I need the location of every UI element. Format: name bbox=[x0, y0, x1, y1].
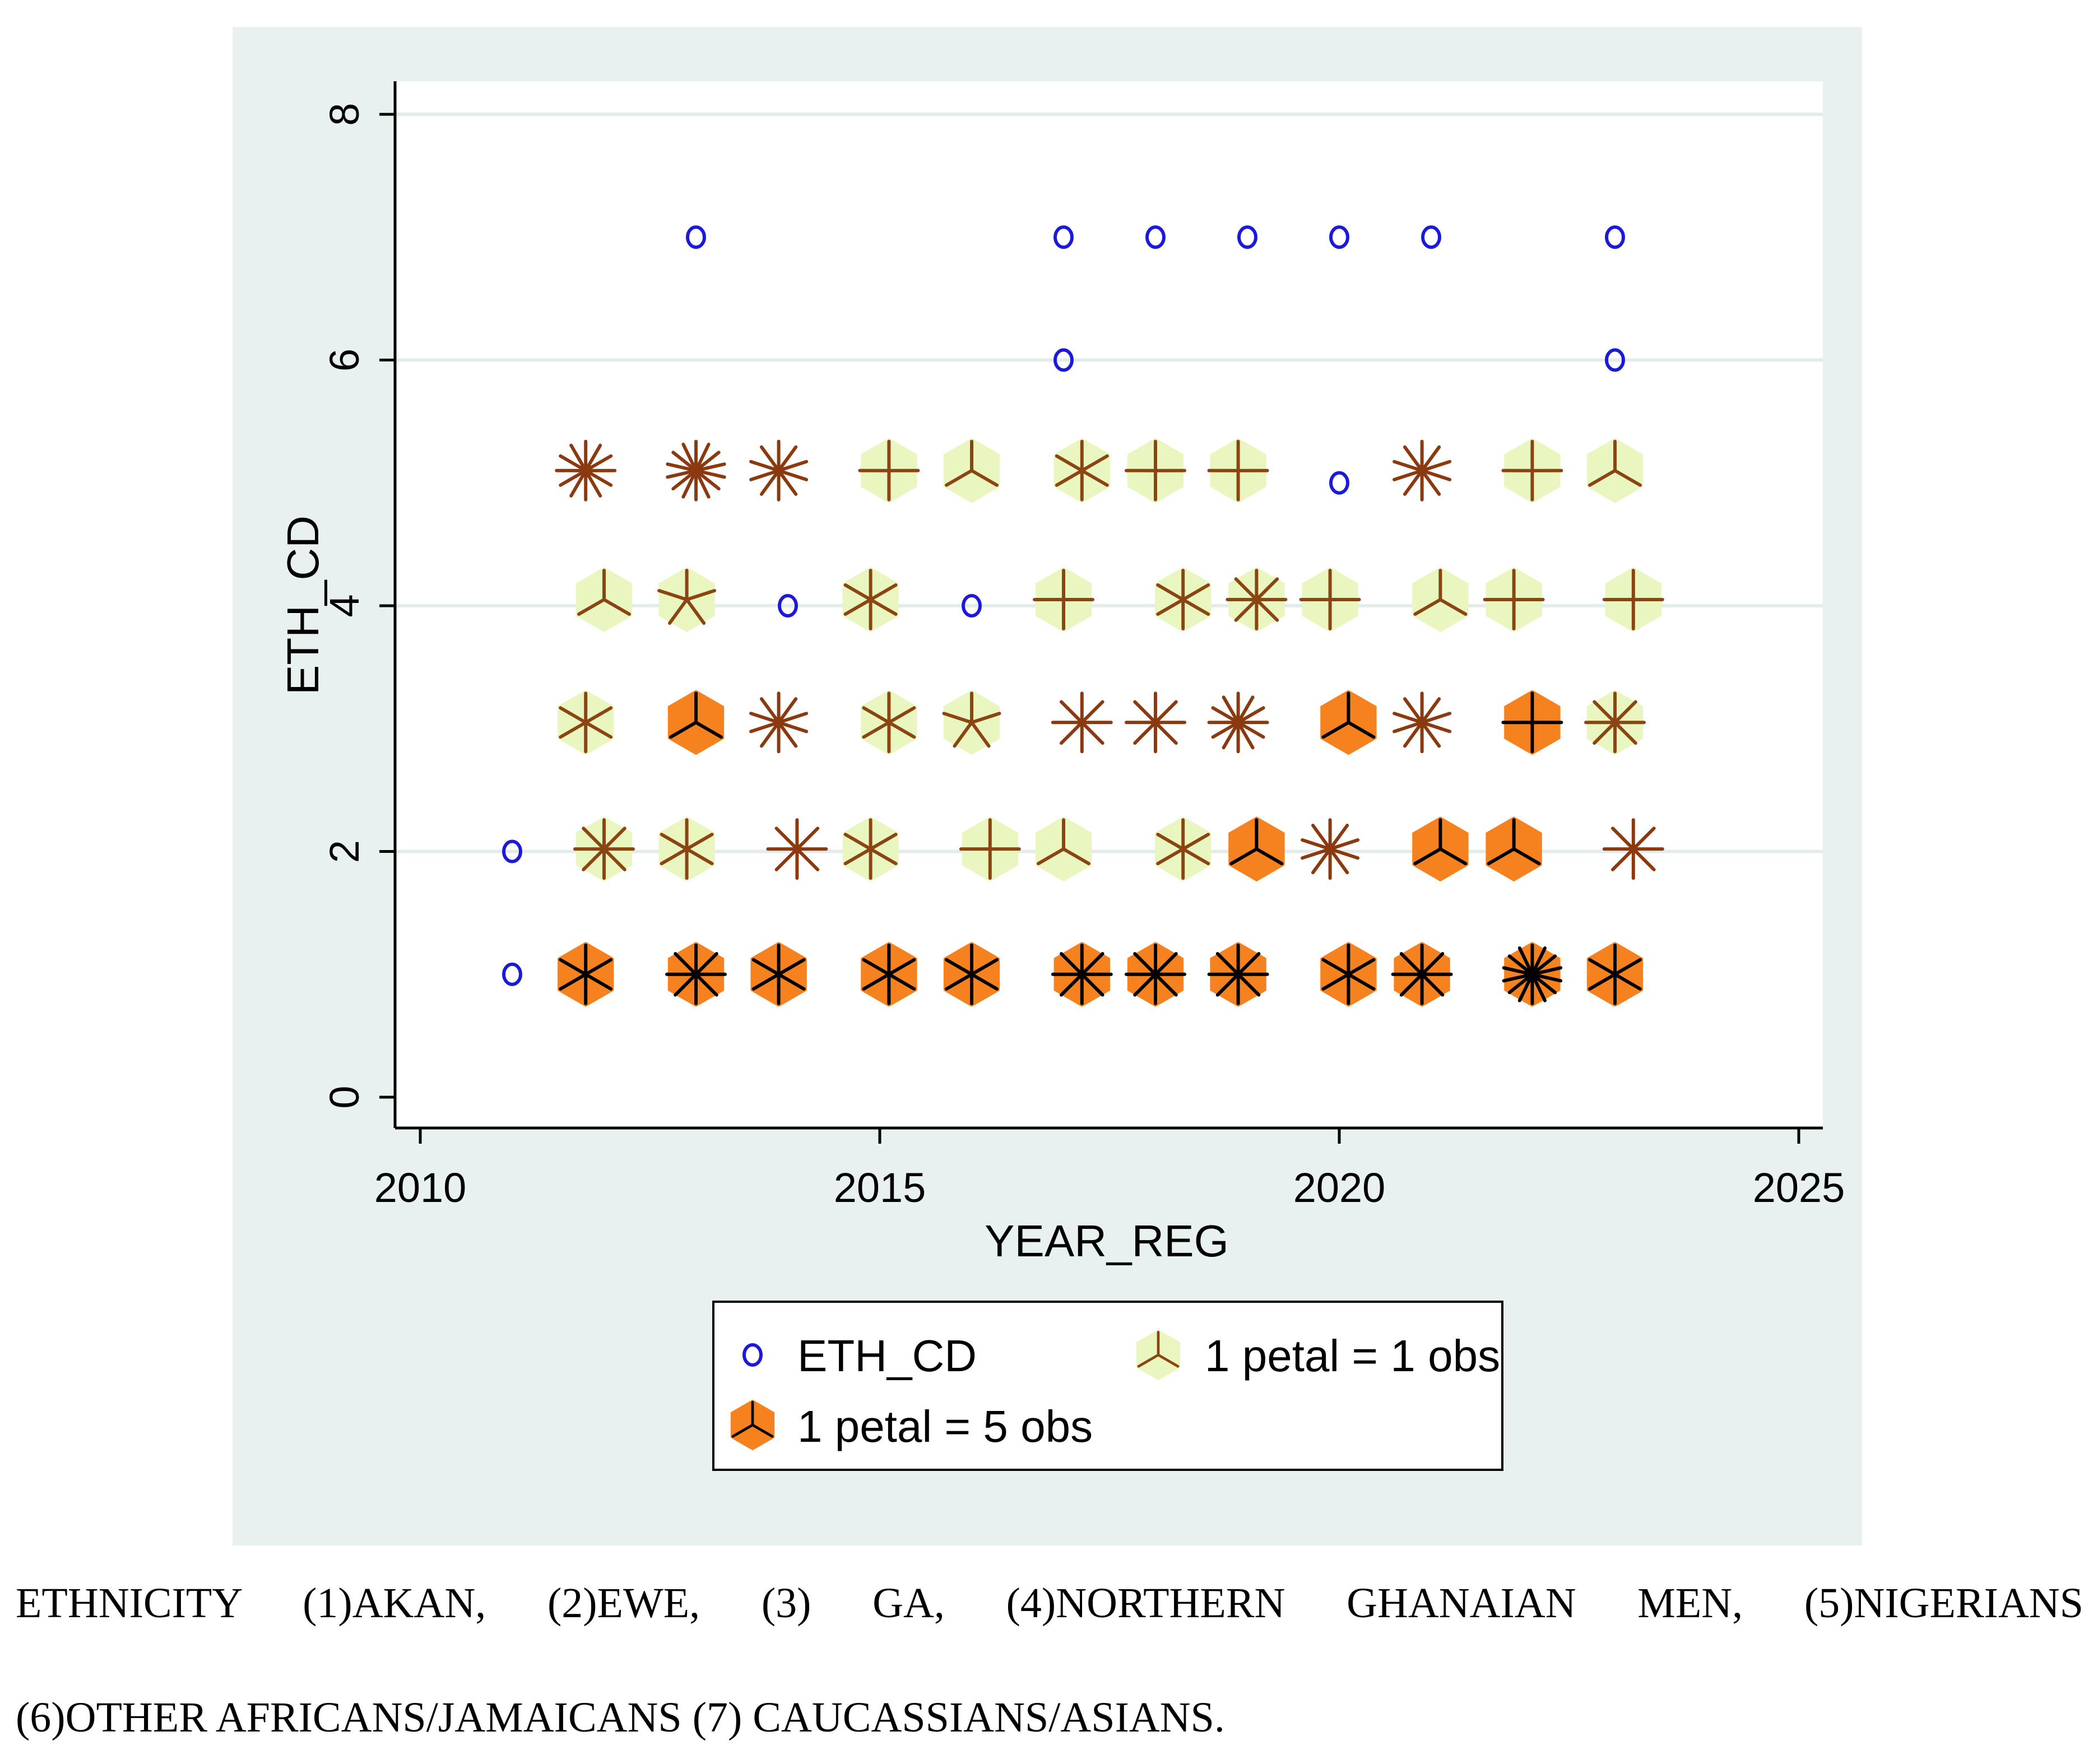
data-point-11 bbox=[1421, 225, 1441, 249]
sunflower-53 bbox=[1320, 941, 1377, 1007]
legend-point-marker bbox=[742, 1343, 763, 1367]
sunflower-5 bbox=[1053, 438, 1110, 503]
sunflower-16 bbox=[1226, 567, 1288, 632]
sunflower-32 bbox=[1584, 690, 1646, 755]
sunflower-47 bbox=[750, 941, 807, 1007]
ticks: 0 2 4 6 8 2010 2015 2020 2025 bbox=[321, 103, 1845, 1211]
sunflower-19 bbox=[1483, 567, 1545, 632]
data-point-13 bbox=[1605, 225, 1625, 249]
data-point-6 bbox=[1053, 225, 1074, 249]
x-tick-label-2025: 2025 bbox=[1753, 1164, 1845, 1211]
sunflower-50 bbox=[1051, 941, 1113, 1007]
sunflower-33 bbox=[573, 816, 635, 882]
caption-line-2: (6)OTHER AFRICANS/JAMAICANS (7) CAUCASSI… bbox=[16, 1694, 1225, 1741]
sunflower-13 bbox=[842, 567, 899, 632]
sunflower-27 bbox=[1125, 691, 1186, 754]
sunflower-29 bbox=[1320, 690, 1377, 755]
sunflower-25 bbox=[942, 690, 1001, 755]
sunflower-18 bbox=[1412, 567, 1469, 632]
sunflower-40 bbox=[1228, 816, 1285, 882]
legend-label-dark: 1 petal = 5 obs bbox=[797, 1401, 1093, 1451]
y-tick-label-0: 0 bbox=[321, 1085, 368, 1108]
gridlines bbox=[395, 113, 1823, 853]
sunflower-42 bbox=[1412, 816, 1469, 882]
sunflower-55 bbox=[1502, 941, 1563, 1007]
sunflower-15 bbox=[1155, 567, 1212, 632]
caption-line-1: ETHNICITY (1)AKAN, (2)EWE, (3) GA, (4)NO… bbox=[16, 1580, 2083, 1627]
data-marks bbox=[502, 225, 1664, 1007]
data-point-12 bbox=[1605, 348, 1625, 372]
legend-symbol-light bbox=[1136, 1329, 1181, 1381]
sunflower-21 bbox=[558, 690, 614, 755]
sunflower-35 bbox=[766, 818, 828, 880]
sunflower-chart: 0 2 4 6 8 2010 2015 2020 2025 YEAR_REG ETH_CD ET… bbox=[233, 27, 1862, 1545]
y-axis-title: ETH_CD bbox=[278, 516, 328, 695]
x-tick-label-2010: 2010 bbox=[374, 1164, 467, 1211]
sunflower-37 bbox=[959, 816, 1021, 882]
sunflower-49 bbox=[943, 941, 1000, 1007]
y-tick-label-8: 8 bbox=[321, 103, 368, 126]
sunflower-12 bbox=[657, 567, 717, 632]
sunflower-39 bbox=[1155, 816, 1212, 882]
sunflower-31 bbox=[1501, 690, 1563, 755]
sunflower-46 bbox=[665, 941, 727, 1007]
sunflower-36 bbox=[842, 816, 899, 882]
data-point-2 bbox=[686, 225, 706, 249]
x-tick-label-2015: 2015 bbox=[834, 1164, 926, 1211]
legend: ETH_CD 1 petal = 1 obs 1 petal = 5 obs bbox=[712, 1301, 1503, 1471]
sunflower-51 bbox=[1125, 941, 1186, 1007]
sunflower-6 bbox=[1125, 438, 1186, 503]
legend-light-flower bbox=[1136, 1329, 1181, 1381]
sunflower-38 bbox=[1035, 816, 1092, 882]
x-tick-label-2020: 2020 bbox=[1293, 1164, 1386, 1211]
legend-symbol-points bbox=[742, 1343, 763, 1367]
data-point-8 bbox=[1237, 225, 1257, 249]
legend-symbol-dark bbox=[730, 1399, 775, 1451]
sunflower-52 bbox=[1207, 941, 1269, 1007]
sunflower-43 bbox=[1486, 816, 1542, 882]
data-point-0 bbox=[502, 962, 522, 986]
sunflower-45 bbox=[558, 941, 614, 1007]
sunflower-20 bbox=[1602, 567, 1664, 632]
sunflower-41 bbox=[1301, 818, 1360, 880]
sunflower-2 bbox=[749, 439, 809, 502]
sunflower-10 bbox=[1586, 438, 1644, 503]
data-point-4 bbox=[962, 594, 982, 618]
sunflower-24 bbox=[861, 690, 917, 755]
data-point-7 bbox=[1145, 225, 1166, 249]
sunflower-48 bbox=[861, 941, 917, 1007]
sunflower-54 bbox=[1391, 941, 1453, 1007]
legend-dark-flower bbox=[730, 1399, 775, 1451]
sunflower-28 bbox=[1207, 691, 1269, 754]
legend-box bbox=[712, 1301, 1503, 1471]
sunflower-0 bbox=[555, 439, 617, 502]
y-tick-label-2: 2 bbox=[321, 840, 368, 863]
sunflower-56 bbox=[1586, 941, 1644, 1007]
data-point-10 bbox=[1329, 225, 1349, 249]
data-point-3 bbox=[778, 594, 798, 618]
y-tick-label-4: 4 bbox=[321, 594, 368, 617]
sunflower-4 bbox=[943, 438, 1000, 503]
sunflower-34 bbox=[658, 816, 715, 882]
sunflower-22 bbox=[667, 690, 725, 755]
sunflower-8 bbox=[1393, 439, 1452, 502]
sunflower-44 bbox=[1602, 818, 1664, 880]
y-tick-label-6: 6 bbox=[321, 349, 368, 372]
sunflower-9 bbox=[1501, 438, 1563, 503]
sunflower-3 bbox=[858, 438, 920, 503]
sunflower-14 bbox=[1033, 567, 1094, 632]
sunflower-1 bbox=[666, 439, 726, 502]
x-axis-title: YEAR_REG bbox=[985, 1216, 1229, 1266]
data-point-5 bbox=[1053, 348, 1074, 372]
data-point-1 bbox=[502, 839, 522, 864]
sunflower-23 bbox=[749, 691, 809, 754]
sunflower-17 bbox=[1299, 567, 1361, 632]
sunflower-7 bbox=[1207, 438, 1269, 503]
data-point-9 bbox=[1329, 471, 1349, 495]
sunflower-30 bbox=[1393, 691, 1452, 754]
legend-label-points: ETH_CD bbox=[797, 1331, 977, 1381]
sunflower-11 bbox=[575, 567, 633, 632]
sunflower-26 bbox=[1051, 691, 1113, 754]
legend-label-light: 1 petal = 1 obs bbox=[1205, 1331, 1500, 1381]
